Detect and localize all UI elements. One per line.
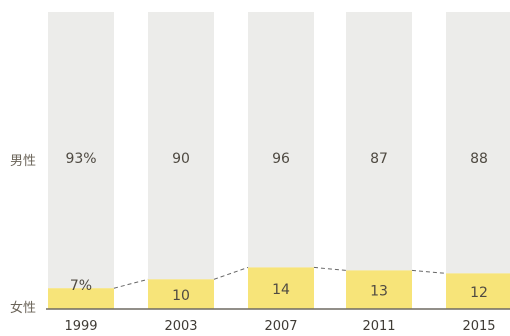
connector-line [213, 266, 249, 280]
x-tick-label-2011: 2011 [362, 319, 395, 334]
bar-segment-women-2007 [248, 267, 314, 309]
bar-segment-men-2011 [346, 12, 412, 271]
data-label-women-2015: 12 [470, 285, 488, 301]
bar-segment-women-1999 [48, 288, 114, 309]
x-tick-label-1999: 1999 [64, 319, 97, 334]
data-label-women-1999: 7% [70, 278, 92, 294]
bar-segment-women-2011 [346, 270, 412, 309]
connector-line [411, 269, 447, 274]
data-label-men-2011: 87 [370, 151, 388, 167]
data-label-men-2015: 88 [470, 151, 488, 167]
bar-segment-men-2003 [148, 12, 214, 280]
data-label-women-2007: 14 [272, 282, 290, 298]
connector-line [113, 278, 149, 289]
bar-segment-women-2003 [148, 279, 214, 309]
series-label-men: 男性 [10, 154, 36, 169]
bar-segment-men-2007 [248, 12, 314, 268]
connector-line [313, 266, 347, 271]
bar-segment-men-2015 [446, 12, 510, 274]
data-label-men-1999: 93% [65, 151, 96, 167]
data-label-women-2011: 13 [370, 284, 388, 300]
x-tick-label-2015: 2015 [462, 319, 495, 334]
data-label-men-2007: 96 [272, 151, 290, 167]
bar-segment-women-2015 [446, 273, 510, 309]
x-tick-label-2007: 2007 [264, 319, 297, 334]
bar-segment-men-1999 [48, 12, 114, 289]
data-label-men-2003: 90 [172, 151, 190, 167]
x-tick-label-2003: 2003 [164, 319, 197, 334]
data-label-women-2003: 10 [172, 288, 190, 304]
series-label-women: 女性 [10, 300, 36, 316]
